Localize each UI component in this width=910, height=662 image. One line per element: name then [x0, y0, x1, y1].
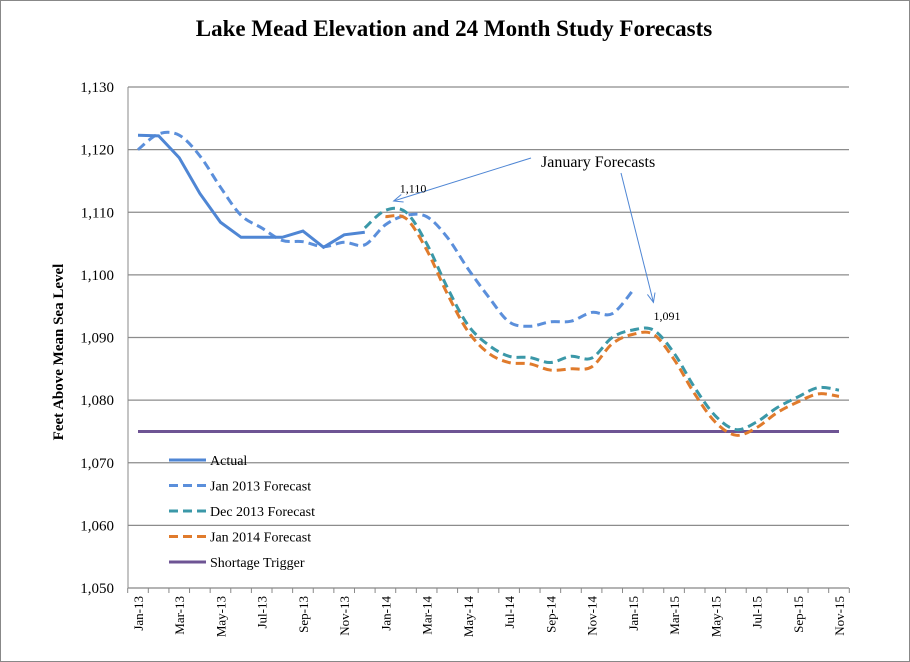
x-tick-label: Mar-14: [420, 596, 435, 635]
legend-label: Jan 2013 Forecast: [210, 480, 311, 495]
annotation-january-forecasts: January Forecasts: [541, 154, 655, 171]
y-tick-label: 1,100: [80, 268, 114, 284]
legend-label: Jan 2014 Forecast: [210, 531, 311, 546]
x-tick-label: Sep-13: [296, 596, 311, 633]
x-tick-label: May-14: [461, 596, 476, 638]
x-tick-label: Sep-15: [791, 596, 806, 633]
x-tick-label: Nov-13: [337, 596, 352, 636]
x-tick-label: Sep-14: [543, 596, 558, 633]
x-tick-label: Nov-14: [585, 596, 600, 636]
y-axis-label: Feet Above Mean Sea Level: [51, 264, 67, 441]
y-tick-label: 1,050: [80, 581, 114, 597]
y-tick-label: 1,130: [80, 80, 114, 96]
series-line-dec-2013-forecast: [363, 206, 840, 432]
x-tick-label: Jan-13: [131, 596, 146, 631]
x-tick-label: Jul-14: [502, 596, 517, 629]
data-label: 1,110: [400, 182, 427, 196]
annotation-arrow: [393, 157, 532, 202]
series-line-jan-2014-forecast: [385, 214, 840, 437]
annotation-arrow: [620, 172, 654, 303]
chart-title: Lake Mead Elevation and 24 Month Study F…: [196, 16, 713, 41]
series-line-jan-2013-forecast: [137, 130, 634, 328]
x-tick-label: Mar-15: [667, 596, 682, 635]
y-tick-label: 1,120: [80, 143, 114, 159]
y-tick-label: 1,070: [80, 456, 114, 472]
legend-label: Dec 2013 Forecast: [210, 505, 315, 520]
arrowhead: [392, 194, 404, 203]
x-tick-label: Nov-15: [832, 596, 847, 636]
x-tick-label: May-13: [213, 596, 228, 637]
legend-label: Shortage Trigger: [210, 556, 305, 571]
x-tick-label: May-15: [708, 596, 723, 637]
y-tick-label: 1,060: [80, 518, 114, 534]
x-tick-label: Jan-14: [378, 596, 393, 631]
arrowhead: [647, 292, 656, 304]
y-tick-label: 1,090: [80, 331, 114, 347]
y-tick-label: 1,080: [80, 393, 114, 409]
series-line-actual: [137, 133, 365, 250]
x-tick-label: Jan-15: [626, 596, 641, 631]
x-tick-label: Mar-13: [172, 596, 187, 635]
x-tick-label: Jul-15: [750, 596, 765, 629]
legend-label: Actual: [210, 454, 247, 469]
x-tick-label: Jul-13: [255, 596, 270, 629]
data-label: 1,091: [653, 309, 680, 323]
y-tick-label: 1,110: [81, 205, 114, 221]
